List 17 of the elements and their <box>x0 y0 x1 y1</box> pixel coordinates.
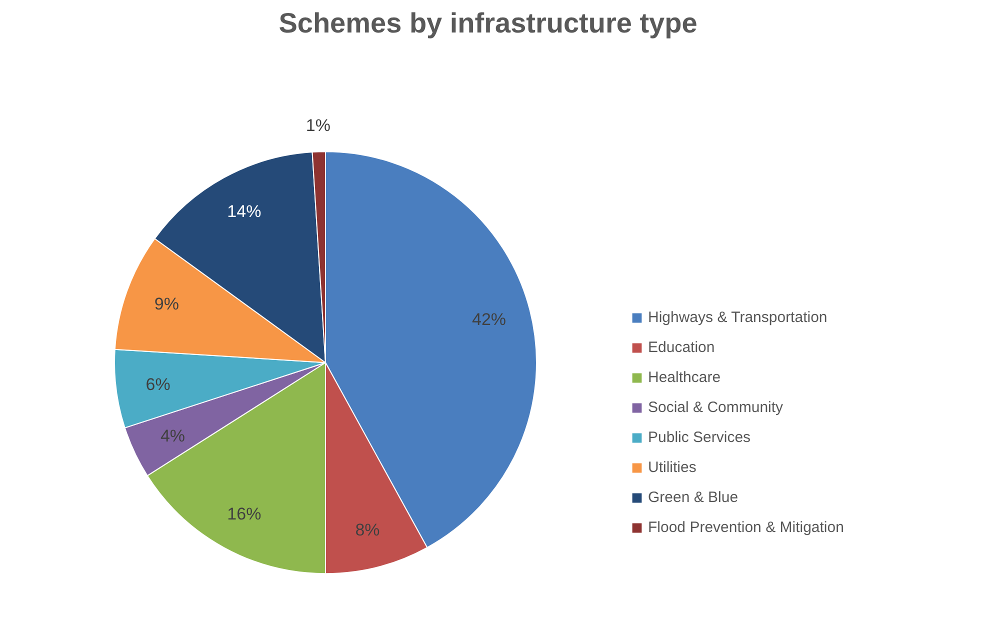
legend-label: Highways & Transportation <box>648 309 828 326</box>
data-label: 4% <box>160 426 186 446</box>
data-label: 9% <box>154 294 179 314</box>
legend-label: Education <box>648 339 715 356</box>
data-label: 6% <box>146 374 170 394</box>
legend-label: Green & Blue <box>648 489 738 506</box>
legend-label: Flood Prevention & Mitigation <box>648 519 844 536</box>
chart-title: Schemes by infrastructure type <box>278 8 698 38</box>
data-label: 8% <box>355 520 380 540</box>
legend-label: Social & Community <box>648 399 784 416</box>
legend-label: Utilities <box>648 459 696 476</box>
legend-label: Healthcare <box>648 369 721 386</box>
data-label: 1% <box>306 116 331 135</box>
data-label: 14% <box>227 202 262 221</box>
legend-label: Public Services <box>648 429 751 446</box>
data-label: 16% <box>227 504 262 524</box>
data-label: 42% <box>472 310 506 330</box>
